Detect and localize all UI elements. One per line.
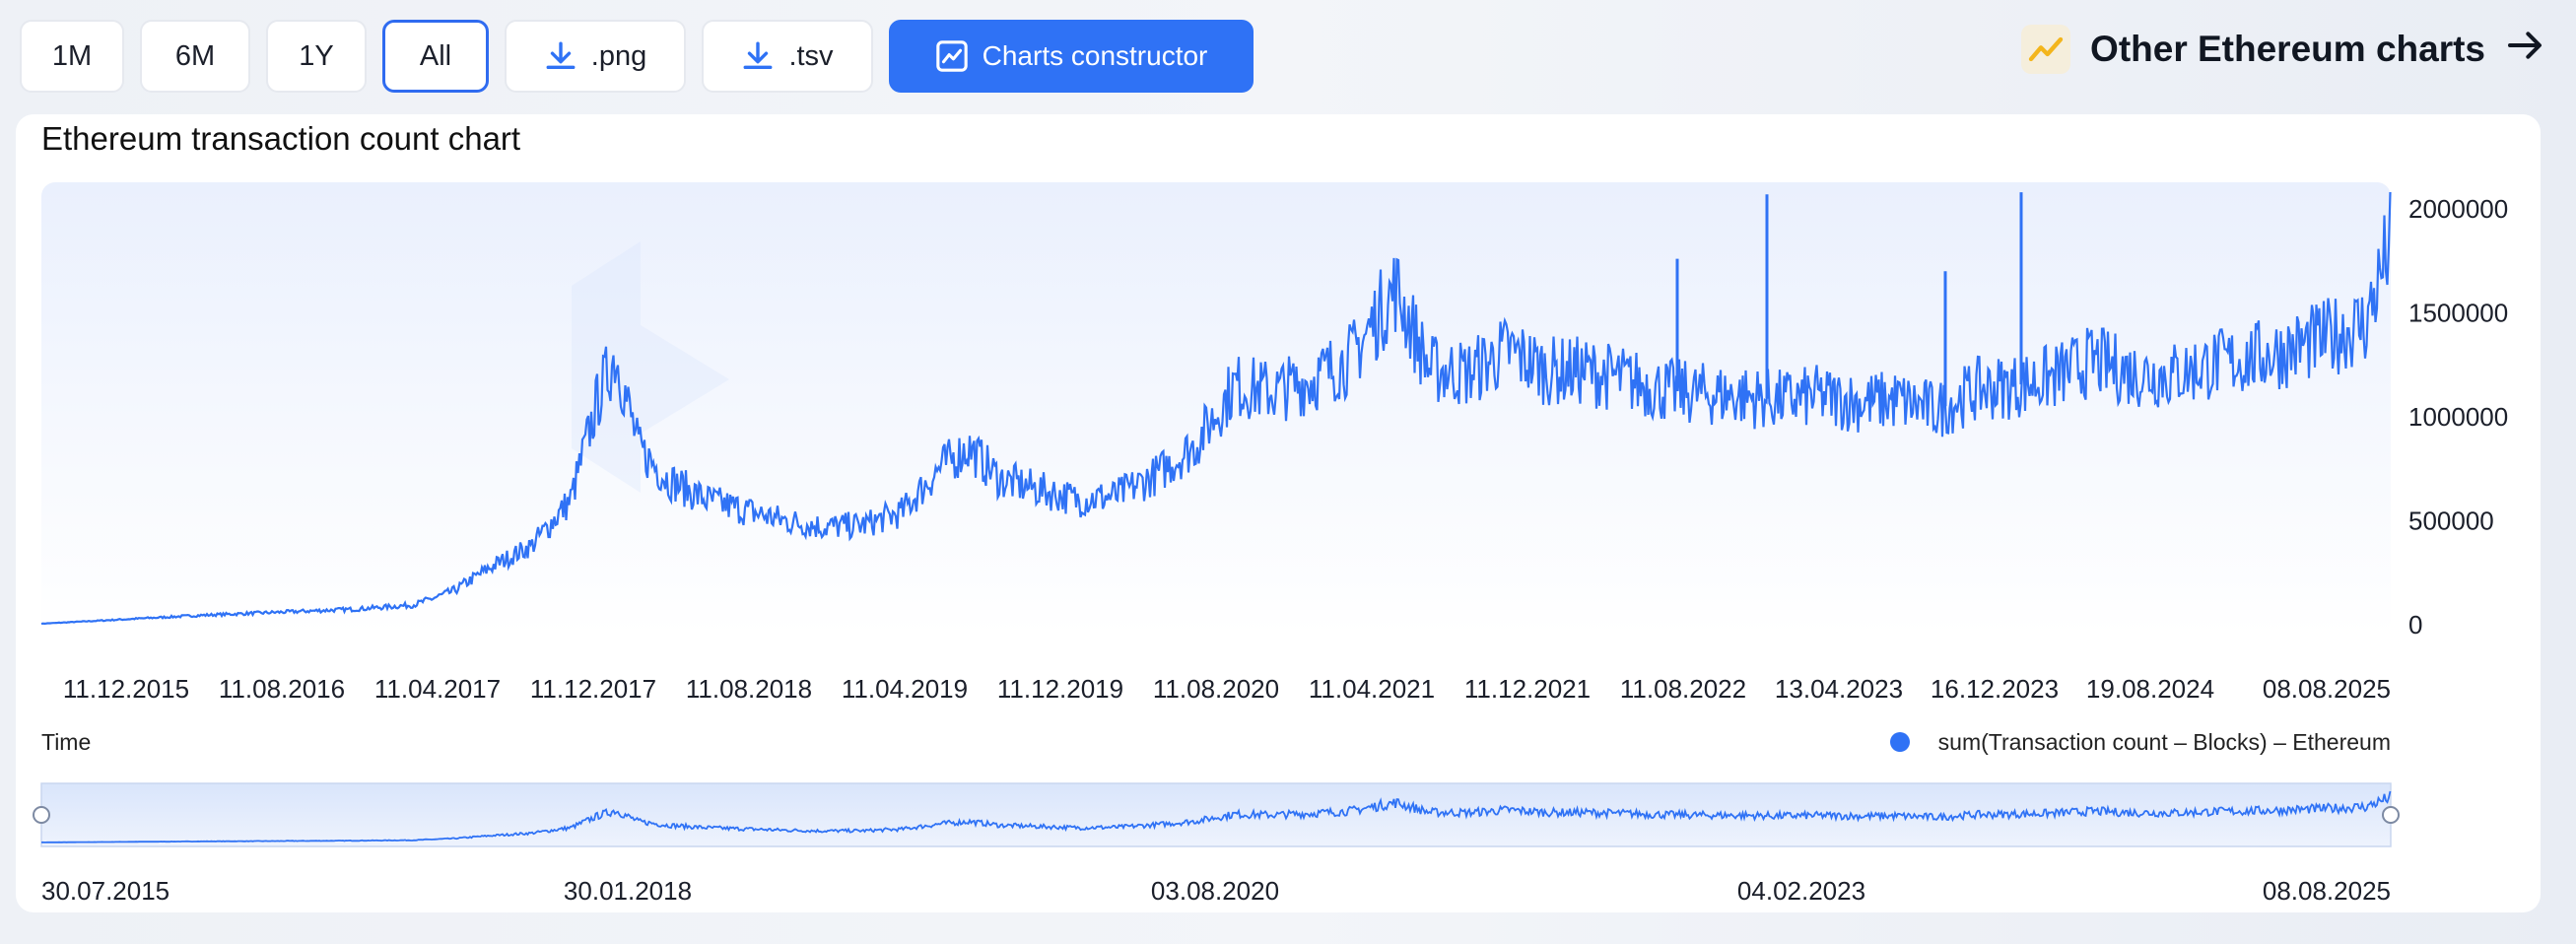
download-icon bbox=[741, 39, 775, 73]
download-tsv-label: .tsv bbox=[788, 39, 834, 72]
x-tick-label: 13.04.2023 bbox=[1775, 674, 1903, 704]
trend-icon bbox=[2021, 25, 2071, 74]
series-line bbox=[40, 191, 2392, 626]
arrow-right-icon bbox=[2505, 26, 2544, 74]
navigator-window[interactable] bbox=[40, 782, 2392, 847]
x-tick-label: 11.04.2017 bbox=[374, 674, 501, 704]
x-tick-label: 11.12.2021 bbox=[1464, 674, 1591, 704]
x-tick-label: 11.08.2016 bbox=[219, 674, 345, 704]
y-tick-label: 1000000 bbox=[2408, 402, 2508, 432]
legend-marker bbox=[1890, 732, 1910, 752]
x-tick-label: 11.04.2019 bbox=[842, 674, 968, 704]
x-tick-label: 11.08.2020 bbox=[1153, 674, 1279, 704]
download-tsv-button[interactable]: .tsv bbox=[702, 20, 873, 93]
charts-constructor-button[interactable]: Charts constructor bbox=[889, 20, 1254, 93]
x-axis-label: Time bbox=[41, 729, 91, 755]
navigator-tick-label: 03.08.2020 bbox=[1151, 876, 1279, 906]
range-1y-button[interactable]: 1Y bbox=[266, 20, 367, 93]
x-tick-label: 11.08.2018 bbox=[686, 674, 812, 704]
other-ethereum-charts-link[interactable]: Other Ethereum charts bbox=[2021, 24, 2544, 75]
x-tick-label: 11.12.2015 bbox=[63, 674, 189, 704]
navigator-tick-label: 30.01.2018 bbox=[564, 876, 692, 906]
y-tick-label: 1500000 bbox=[2408, 299, 2508, 328]
legend-label[interactable]: sum(Transaction count – Blocks) – Ethere… bbox=[1938, 729, 2391, 755]
y-tick-label: 500000 bbox=[2408, 506, 2494, 536]
range-all-button[interactable]: All bbox=[382, 20, 489, 93]
y-tick-label: 0 bbox=[2408, 610, 2422, 640]
range-6m-button[interactable]: 6M bbox=[140, 20, 250, 93]
navigator-tick-label: 08.08.2025 bbox=[2263, 876, 2391, 906]
download-png-label: .png bbox=[590, 39, 647, 72]
plot-area bbox=[41, 182, 2391, 636]
x-tick-label: 08.08.2025 bbox=[2263, 674, 2391, 704]
x-tick-label: 11.12.2017 bbox=[530, 674, 656, 704]
navigator-series-line bbox=[40, 790, 2392, 843]
y-tick-label: 2000000 bbox=[2408, 194, 2508, 224]
navigator-tick-label: 30.07.2015 bbox=[41, 876, 169, 906]
x-tick-label: 19.08.2024 bbox=[2086, 674, 2214, 704]
download-icon bbox=[544, 39, 577, 73]
other-ethereum-charts-label: Other Ethereum charts bbox=[2090, 29, 2485, 69]
x-tick-label: 11.08.2022 bbox=[1620, 674, 1746, 704]
x-tick-label: 11.12.2019 bbox=[997, 674, 1123, 704]
navigator-tick-label: 04.02.2023 bbox=[1737, 876, 1865, 906]
range-1m-button[interactable]: 1M bbox=[20, 20, 124, 93]
navigator-right-handle[interactable] bbox=[2382, 806, 2400, 824]
charts-constructor-label: Charts constructor bbox=[982, 40, 1208, 71]
x-tick-label: 11.04.2021 bbox=[1309, 674, 1435, 704]
chart-title: Ethereum transaction count chart bbox=[41, 120, 521, 157]
toolbar: 1M 6M 1Y All .png .tsv Charts constructo… bbox=[20, 20, 1254, 95]
watermark-logo bbox=[572, 241, 729, 493]
x-tick-label: 16.12.2023 bbox=[1931, 674, 2059, 704]
navigator-left-handle[interactable] bbox=[33, 806, 50, 824]
chart-line-icon bbox=[935, 39, 969, 73]
download-png-button[interactable]: .png bbox=[505, 20, 686, 93]
